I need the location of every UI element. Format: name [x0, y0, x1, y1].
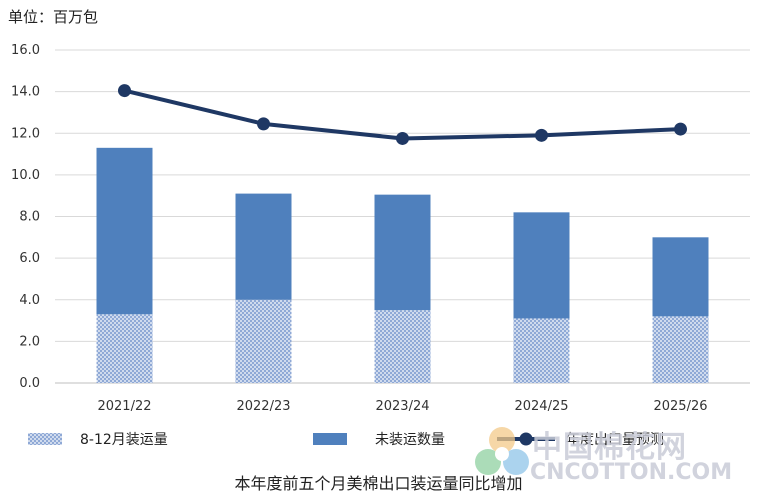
watermark-flower-icon: [475, 427, 529, 475]
x-tick-label: 2022/23: [236, 399, 290, 414]
x-tick-label: 2021/22: [97, 399, 151, 414]
y-tick-label: 6.0: [19, 251, 40, 266]
legend-swatch-shipped: [28, 433, 62, 445]
bar-unshipped: [374, 194, 431, 311]
bar-shipped: [96, 314, 153, 383]
chart-caption: 本年度前五个月美棉出口装运量同比增加: [234, 474, 523, 493]
bar-unshipped: [96, 147, 153, 315]
x-axis: 2021/22 2022/23 2023/24 2024/25 2025/26: [97, 399, 707, 414]
legend-label-forecast: 年度出口量预测: [566, 432, 664, 448]
forecast-point: [396, 131, 409, 145]
bars: [96, 147, 709, 383]
bar-unshipped: [652, 237, 709, 317]
y-tick-label: 10.0: [11, 168, 40, 183]
bar-shipped: [374, 310, 431, 383]
x-tick-label: 2024/25: [514, 399, 568, 414]
x-tick-label: 2025/26: [653, 399, 707, 414]
forecast-point: [257, 117, 270, 131]
y-tick-label: 0.0: [19, 376, 40, 391]
y-tick-label: 8.0: [19, 210, 40, 225]
forecast-point: [535, 128, 548, 142]
watermark-text-en: CNCOTTON.COM: [530, 460, 733, 485]
x-tick-label: 2023/24: [375, 399, 429, 414]
bar-shipped: [652, 316, 709, 383]
bar-shipped: [235, 299, 292, 383]
forecast-point: [674, 122, 687, 136]
y-tick-label: 12.0: [11, 126, 40, 141]
forecast-line-path: [124, 88, 681, 141]
y-axis: 0.0 2.0 4.0 6.0 8.0 10.0 12.0 14.0 16.0: [11, 43, 40, 391]
bar-shipped: [513, 318, 570, 383]
legend: 8-12月装运量 未装运数量 年度出口量预测: [28, 432, 664, 448]
unit-label: 单位：百万包: [8, 8, 99, 26]
forecast-line: [118, 84, 687, 145]
y-tick-label: 4.0: [19, 293, 40, 308]
bar-unshipped: [235, 193, 292, 300]
watermark-text-cn: 中国棉花网: [532, 430, 687, 465]
legend-label-unshipped: 未装运数量: [375, 432, 445, 448]
y-tick-label: 16.0: [11, 43, 40, 58]
forecast-point: [118, 84, 131, 98]
legend-swatch-forecast-point: [519, 432, 533, 446]
bar-unshipped: [513, 212, 570, 319]
y-tick-label: 14.0: [11, 85, 40, 100]
legend-label-shipped: 8-12月装运量: [80, 432, 168, 448]
watermark-logo: 中国棉花网 CNCOTTON.COM: [470, 418, 750, 496]
y-tick-label: 2.0: [19, 334, 40, 349]
legend-swatch-unshipped: [313, 433, 347, 445]
